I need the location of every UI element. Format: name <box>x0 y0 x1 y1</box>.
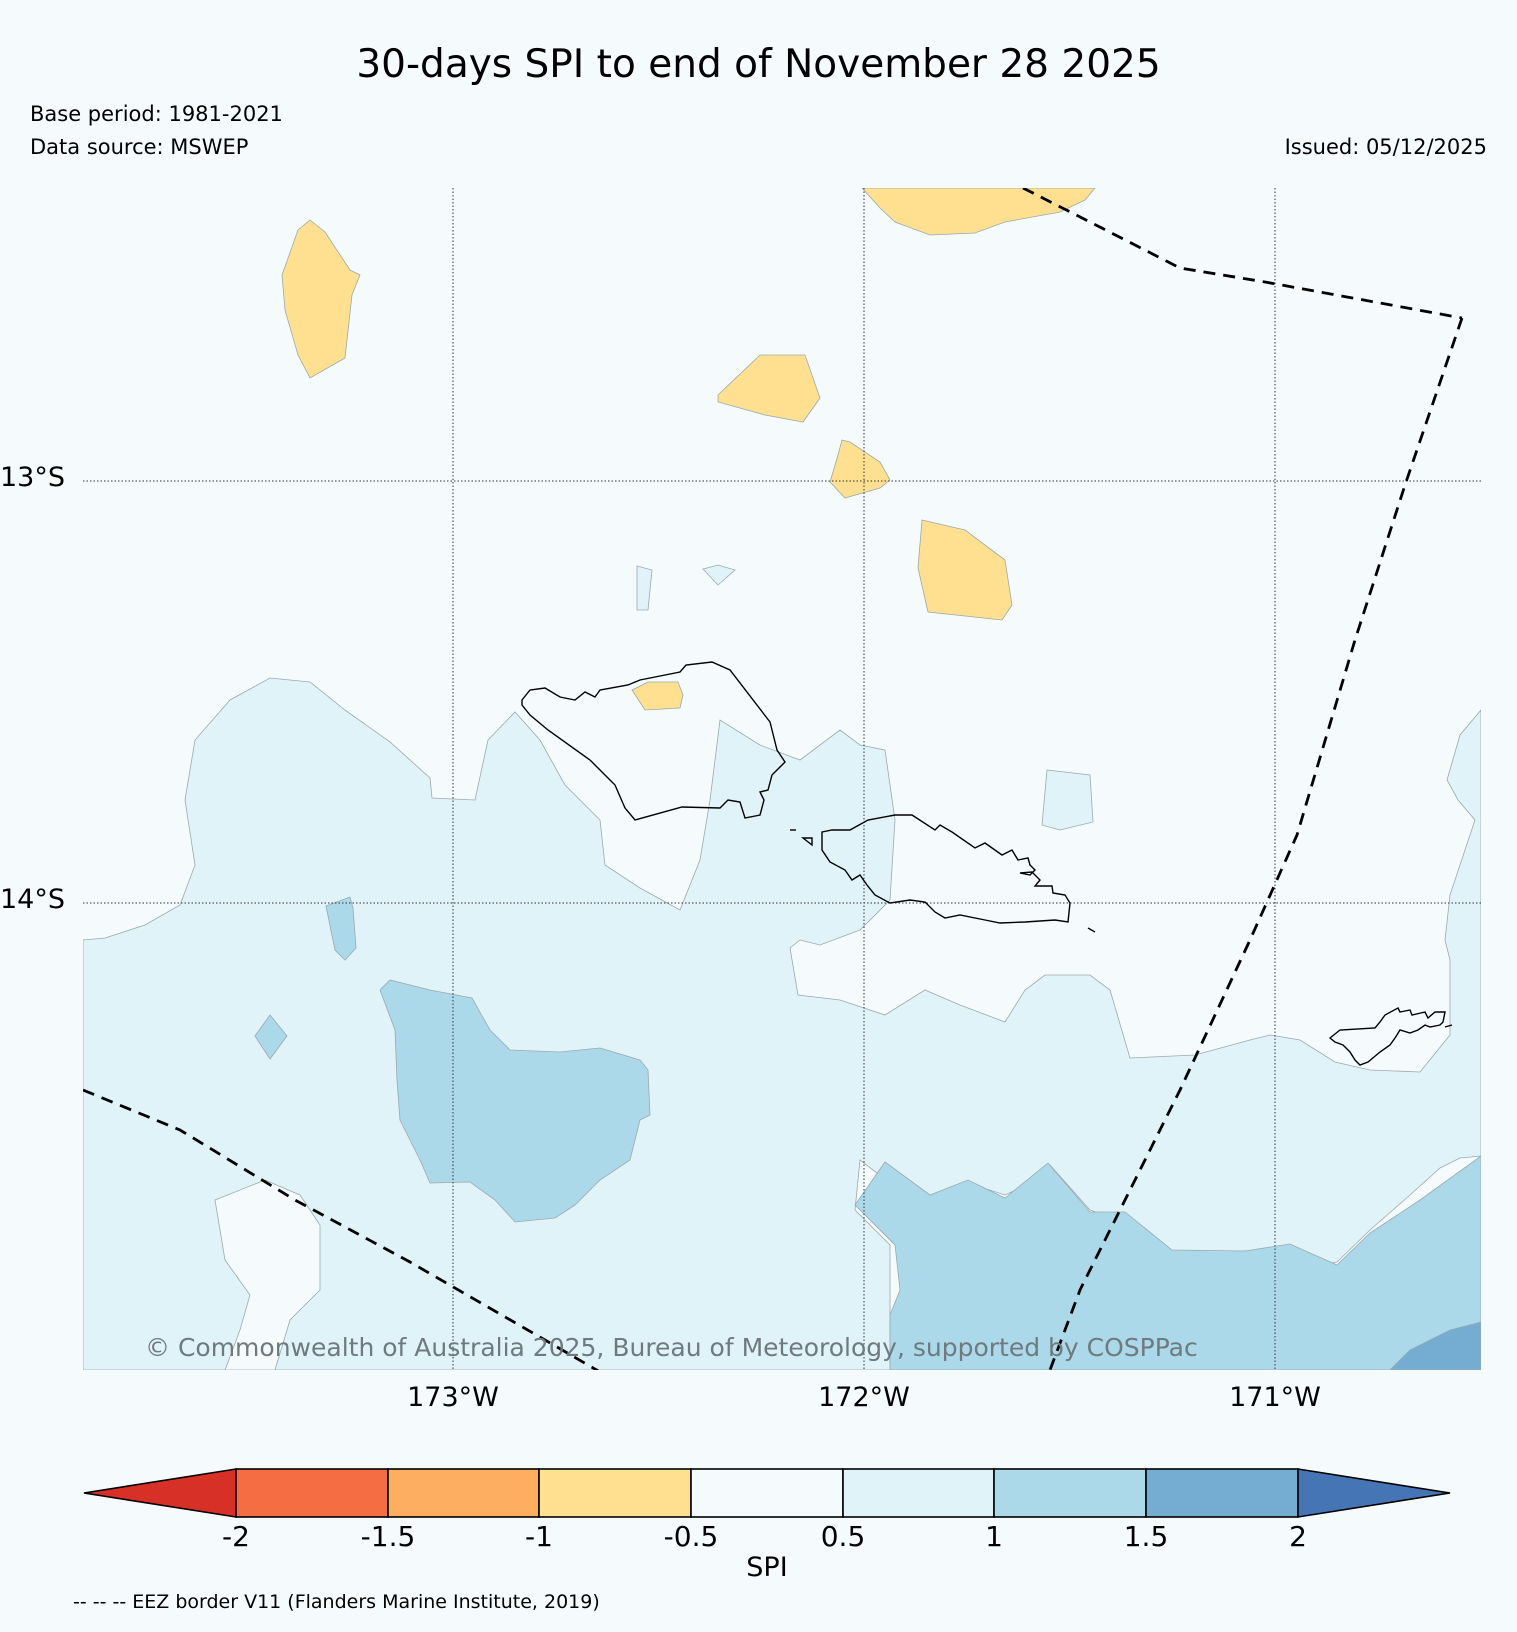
eez-border-north <box>1022 188 1463 320</box>
coast-tutuila-east <box>1444 1024 1453 1028</box>
lon-label-171w: 171°W <box>1229 1382 1321 1413</box>
eez-borders <box>83 188 1464 1370</box>
colorbar-label: SPI <box>746 1552 788 1583</box>
spi-zone-wet-mid-3 <box>254 1014 288 1060</box>
spi-zone-normal <box>214 1179 321 1370</box>
colorbar-segment-7 <box>1145 1468 1299 1518</box>
spi-zone-wet-mid-1 <box>379 979 651 1223</box>
spi-zone-dry-2 <box>281 219 361 379</box>
spi-zone-wet-light-3 <box>702 564 736 586</box>
lon-label-173w: 173°W <box>407 1382 499 1413</box>
coast-savaii-tip <box>1087 927 1096 933</box>
coastlines <box>521 661 1453 1066</box>
issued-date: Issued: 05/12/2025 <box>1284 135 1487 159</box>
spi-zone-dry-3 <box>717 354 821 423</box>
spi-zone-dry-6 <box>631 681 684 711</box>
spi-zone-dry-4 <box>829 439 891 499</box>
colorbar <box>83 1468 1451 1518</box>
eez-legend-note: -- -- -- EEZ border V11 (Flanders Marine… <box>73 1591 600 1613</box>
colorbar-segment-1 <box>235 1468 389 1518</box>
spi-zone-dry-1 <box>861 188 1096 236</box>
colorbar-tick: -1.5 <box>360 1520 416 1553</box>
colorbar-extend-high <box>1297 1468 1451 1518</box>
spi-zone-dry-5 <box>917 519 1013 621</box>
map-title: 30-days SPI to end of November 28 2025 <box>356 42 1161 87</box>
spi-zone-wet-strong <box>1389 1321 1481 1370</box>
colorbar-tick: 1 <box>985 1520 1003 1553</box>
graticule <box>83 188 1481 1370</box>
spi-zone-wet-light-2 <box>636 565 653 611</box>
coast-upolu <box>521 661 786 821</box>
colorbar-segment-3 <box>538 1468 692 1518</box>
map-panel <box>83 188 1481 1370</box>
lat-label-14s: 14°S <box>0 884 65 915</box>
colorbar-segment-2 <box>387 1468 540 1518</box>
colorbar-tick: -0.5 <box>663 1520 719 1553</box>
eez-border-southwest <box>83 1088 600 1370</box>
coast-savaii <box>821 814 1071 924</box>
colorbar-tick: 1.5 <box>1123 1520 1169 1553</box>
spi-zone-wet-light-4 <box>1041 769 1094 831</box>
colorbar-segment-6 <box>993 1468 1147 1518</box>
base-period: Base period: 1981-2021 <box>30 102 283 126</box>
spi-zone-wet-mid-4 <box>854 1155 1481 1370</box>
colorbar-tick: -1 <box>525 1520 553 1553</box>
colorbar-tick: 2 <box>1289 1520 1307 1553</box>
spi-zone-wet-mid-2 <box>325 896 357 961</box>
colorbar-tick: 0.5 <box>820 1520 866 1553</box>
colorbar-segment-5 <box>842 1468 995 1518</box>
eez-border-east <box>1048 317 1464 1370</box>
lon-label-172w: 172°W <box>818 1382 910 1413</box>
coast-apolima <box>800 837 813 847</box>
colorbar-extend-low <box>83 1468 237 1518</box>
colorbar-tick: -2 <box>222 1520 250 1553</box>
copyright-notice: © Commonwealth of Australia 2025, Bureau… <box>145 1333 1198 1362</box>
data-source: Data source: MSWEP <box>30 135 249 159</box>
coast-tutuila <box>1328 1007 1446 1066</box>
lat-label-13s: 13°S <box>0 462 65 493</box>
colorbar-segment-4 <box>690 1468 844 1518</box>
